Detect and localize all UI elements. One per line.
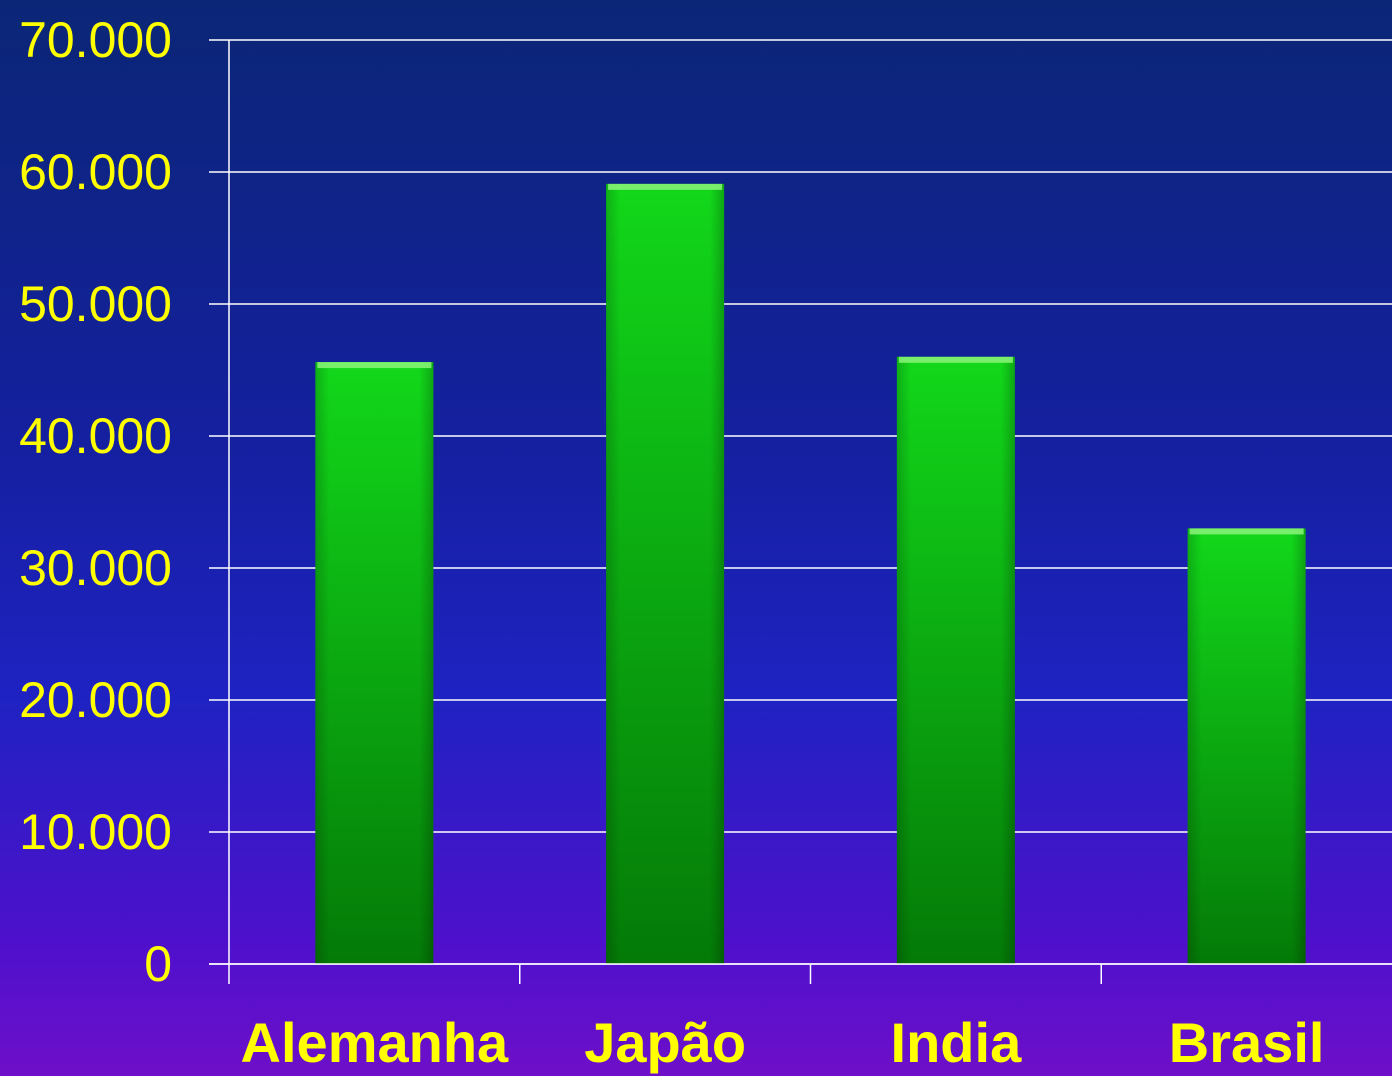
y-tick-label: 70.000	[19, 12, 172, 68]
y-tick-label: 20.000	[19, 672, 172, 728]
x-tick-label: Brasil	[1169, 1011, 1325, 1074]
y-tick-label: 0	[144, 936, 172, 992]
x-tick-label: Japão	[584, 1011, 746, 1074]
bar-india	[896, 356, 1015, 964]
y-tick-labels: 0 10.000 20.000 30.000 40.000 50.000 60.000 70.…	[19, 12, 172, 992]
bar-cap	[317, 362, 432, 369]
bar-alemanha	[315, 362, 434, 965]
bar-japão	[606, 183, 725, 964]
bars	[209, 183, 1392, 965]
y-tick-label: 10.000	[19, 804, 172, 860]
bar-shading	[606, 183, 725, 964]
axes	[228, 40, 1102, 984]
x-tick-labels: Alemanha Japão India Brasil	[241, 1011, 1325, 1074]
bar-shading	[896, 356, 1015, 964]
y-tick-label: 40.000	[19, 408, 172, 464]
y-tick-label: 50.000	[19, 276, 172, 332]
bar-cap	[1189, 528, 1304, 535]
bar-brasil	[1187, 528, 1306, 964]
y-tick-label: 30.000	[19, 540, 172, 596]
bar-shading	[1187, 528, 1306, 964]
x-tick-label: Alemanha	[241, 1011, 509, 1074]
bar-cap	[898, 356, 1013, 363]
bar-shading	[315, 362, 434, 965]
x-tick-label: India	[891, 1011, 1023, 1074]
y-tick-label: 60.000	[19, 144, 172, 200]
bar-cap	[608, 183, 723, 190]
